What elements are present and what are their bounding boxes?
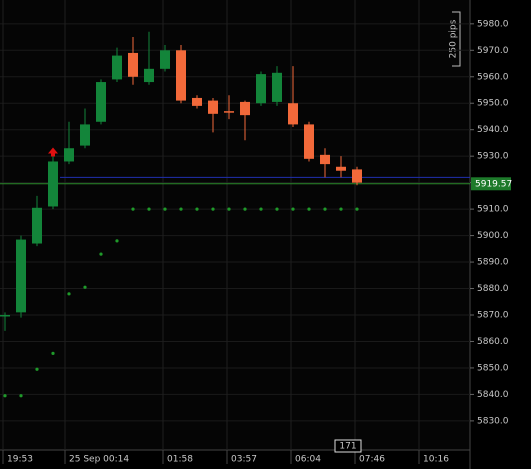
- signal-arrow: [48, 147, 58, 157]
- candle-body: [48, 161, 58, 207]
- sar-dot: [147, 207, 151, 211]
- x-tick-label: 06:04: [295, 455, 321, 465]
- y-tick-label: 5850.0: [477, 363, 509, 373]
- candle-body: [0, 315, 10, 317]
- candle-body: [32, 207, 42, 244]
- candle-body: [288, 103, 298, 125]
- scale-bracket: 250 pips: [449, 11, 461, 67]
- sar-dot: [307, 207, 311, 211]
- sar-dot: [99, 252, 103, 256]
- sar-dot: [291, 207, 295, 211]
- candle-body: [80, 124, 90, 146]
- x-tick-label: 25 Sep 00:14: [69, 455, 129, 465]
- candle-body: [160, 50, 170, 69]
- y-tick-label: 5930.0: [477, 152, 509, 162]
- sar-dot: [211, 207, 215, 211]
- y-tick-label: 5960.0: [477, 72, 509, 82]
- candle-body: [208, 100, 218, 114]
- sar-dot: [51, 351, 55, 355]
- candle-body: [320, 154, 330, 165]
- y-tick-label: 5840.0: [477, 390, 509, 400]
- candle-body: [256, 74, 266, 104]
- sar-dot: [323, 207, 327, 211]
- y-tick-label: 5970.0: [477, 46, 509, 56]
- candle-body: [144, 68, 154, 83]
- y-tick-label: 5900.0: [477, 231, 509, 241]
- y-tick-label: 5870.0: [477, 311, 509, 321]
- y-tick-label: 5980.0: [477, 19, 509, 29]
- candle-body: [176, 50, 186, 101]
- y-tick-label: 5890.0: [477, 258, 509, 268]
- sar-dot: [3, 394, 7, 398]
- sar-dot: [163, 207, 167, 211]
- sar-dot: [83, 285, 87, 289]
- sar-dot: [243, 207, 247, 211]
- candle-body: [272, 72, 282, 102]
- candle-body: [112, 55, 122, 80]
- y-tick-label: 5950.0: [477, 99, 509, 109]
- x-tick-label: 19:53: [7, 455, 33, 465]
- x-tick-label: 10:16: [423, 455, 449, 465]
- cursor-box: [334, 439, 362, 453]
- y-tick-label: 5940.0: [477, 125, 509, 135]
- candle-body: [192, 97, 202, 106]
- x-tick-label: 07:46: [359, 455, 385, 465]
- sar-dot: [179, 207, 183, 211]
- y-tick-label: 5830.0: [477, 416, 509, 426]
- y-tick-label: 5910.0: [477, 205, 509, 215]
- sar-dot: [259, 207, 263, 211]
- price-tag-label: 5919.57: [475, 179, 512, 189]
- sar-dot: [131, 207, 135, 211]
- scale-label: 250 pips: [449, 19, 459, 58]
- candle-body: [352, 169, 362, 183]
- candle-body: [304, 124, 314, 159]
- candle-body: [128, 52, 138, 77]
- sar-dot: [355, 207, 359, 211]
- cursor-label: 171: [339, 442, 356, 452]
- sar-dot: [35, 367, 39, 371]
- candle-body: [336, 166, 346, 171]
- candle-body: [16, 239, 26, 313]
- sar-dot: [195, 207, 199, 211]
- x-tick-label: 01:58: [167, 455, 193, 465]
- sar-dot: [339, 207, 343, 211]
- candle-body: [224, 111, 234, 113]
- sar-dot: [227, 207, 231, 211]
- sar-dot: [115, 239, 119, 243]
- y-tick-label: 5880.0: [477, 284, 509, 294]
- price-tag: [471, 177, 511, 191]
- sar-dot: [275, 207, 279, 211]
- sar-dot: [67, 292, 71, 296]
- candle-body: [96, 82, 106, 122]
- sar-dot: [19, 394, 23, 398]
- plot-area: [0, 0, 470, 450]
- candle-body: [64, 148, 74, 162]
- candle-body: [240, 101, 250, 116]
- y-tick-label: 5860.0: [477, 337, 509, 347]
- x-tick-label: 03:57: [231, 455, 257, 465]
